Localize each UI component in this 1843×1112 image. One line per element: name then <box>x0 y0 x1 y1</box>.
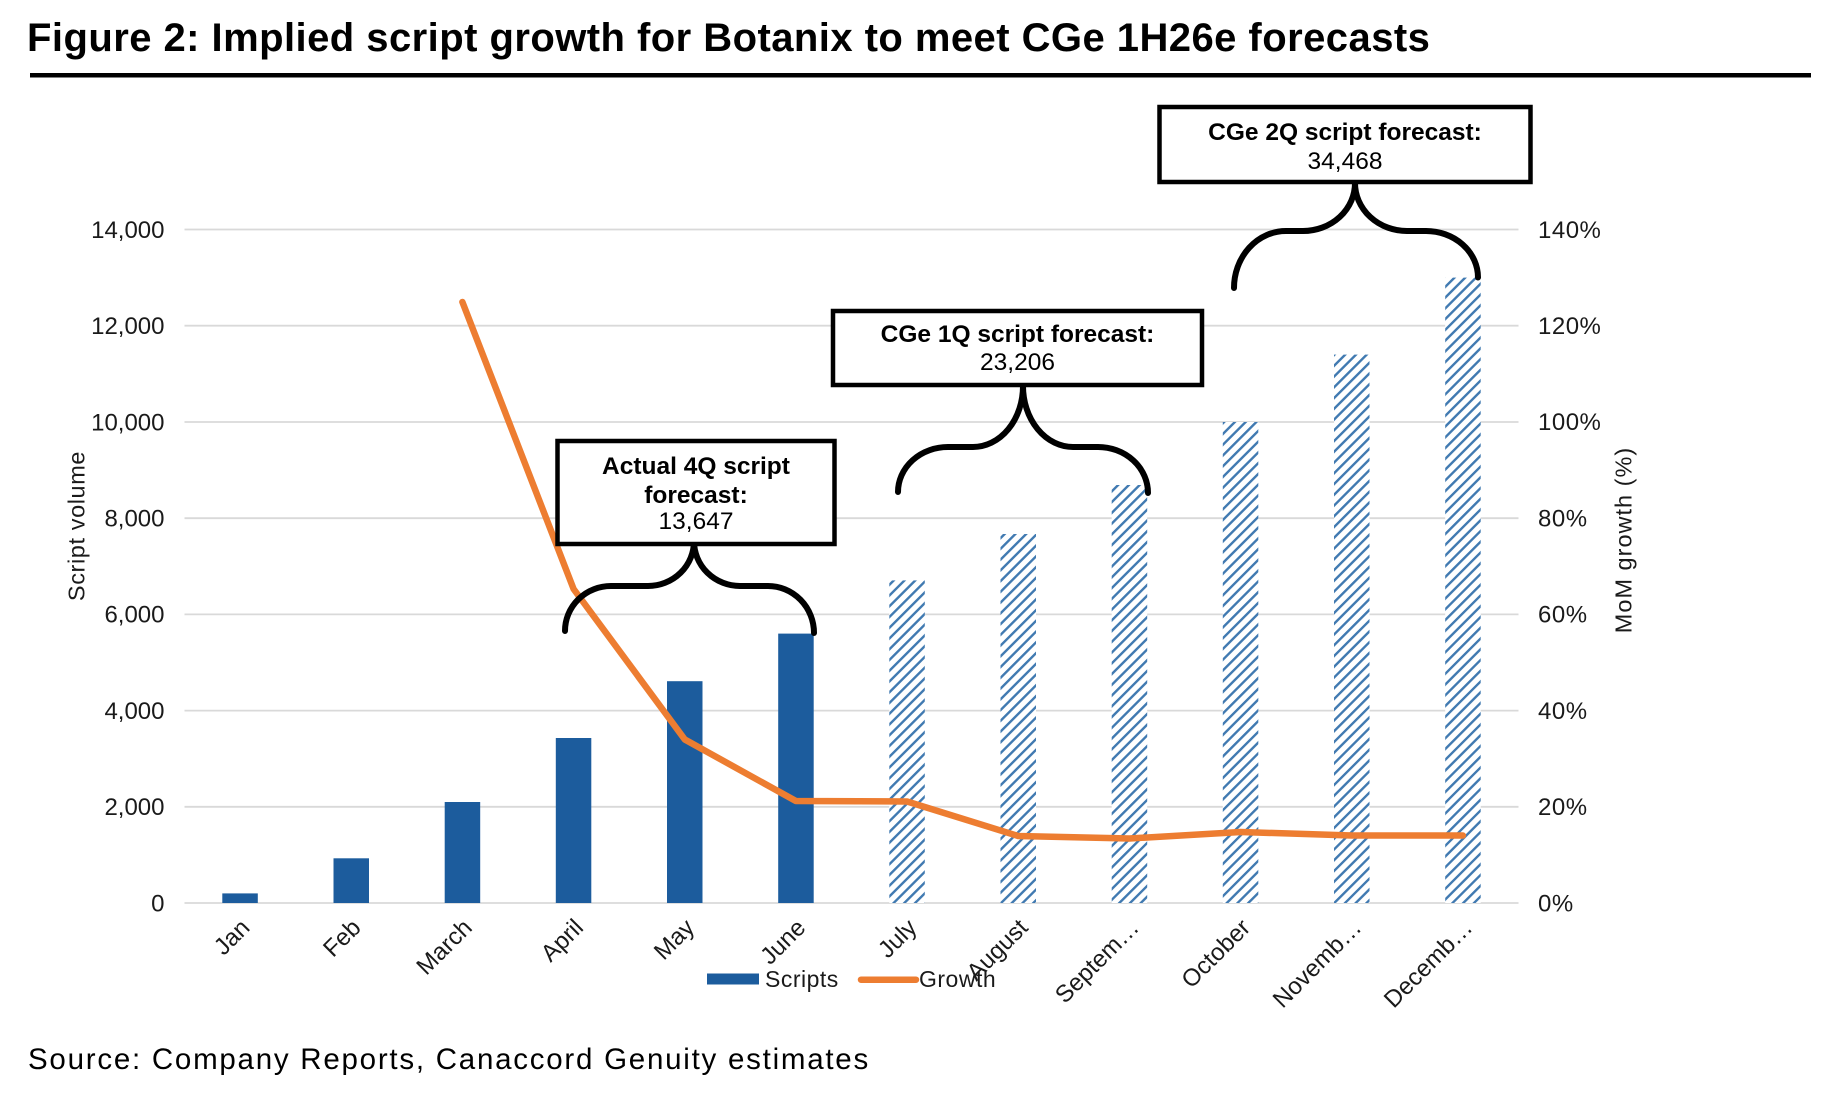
svg-text:Script volume: Script volume <box>64 451 90 601</box>
svg-text:12,000: 12,000 <box>91 313 164 340</box>
svg-text:20%: 20% <box>1538 794 1588 821</box>
svg-text:forecast:: forecast: <box>644 482 747 509</box>
svg-text:CGe 2Q script forecast:: CGe 2Q script forecast: <box>1208 119 1482 146</box>
svg-text:60%: 60% <box>1538 602 1588 629</box>
svg-text:13,647: 13,647 <box>659 508 734 535</box>
svg-text:140%: 140% <box>1538 217 1601 244</box>
svg-text:0: 0 <box>151 890 164 917</box>
svg-text:120%: 120% <box>1538 313 1601 340</box>
svg-text:23,206: 23,206 <box>980 349 1055 376</box>
svg-text:4,000: 4,000 <box>104 698 164 725</box>
svg-text:14,000: 14,000 <box>91 217 164 244</box>
svg-text:Figure 2: Implied script growt: Figure 2: Implied script growth for Bota… <box>27 16 1430 60</box>
svg-text:Actual 4Q script: Actual 4Q script <box>602 453 790 480</box>
svg-text:8,000: 8,000 <box>104 506 164 533</box>
svg-text:Source: Company Reports, Canac: Source: Company Reports, Canaccord Genui… <box>28 1043 870 1076</box>
svg-text:0%: 0% <box>1538 890 1574 917</box>
svg-text:2,000: 2,000 <box>104 794 164 821</box>
svg-text:40%: 40% <box>1538 698 1588 725</box>
svg-text:Scripts: Scripts <box>765 966 839 992</box>
svg-text:34,468: 34,468 <box>1308 148 1383 175</box>
svg-text:6,000: 6,000 <box>104 602 164 629</box>
svg-text:10,000: 10,000 <box>91 409 164 436</box>
svg-text:CGe 1Q script forecast:: CGe 1Q script forecast: <box>881 321 1155 348</box>
svg-text:100%: 100% <box>1538 409 1601 436</box>
svg-text:80%: 80% <box>1538 506 1588 533</box>
svg-text:Growth: Growth <box>919 966 996 992</box>
svg-text:MoM growth (%): MoM growth (%) <box>1611 447 1637 633</box>
